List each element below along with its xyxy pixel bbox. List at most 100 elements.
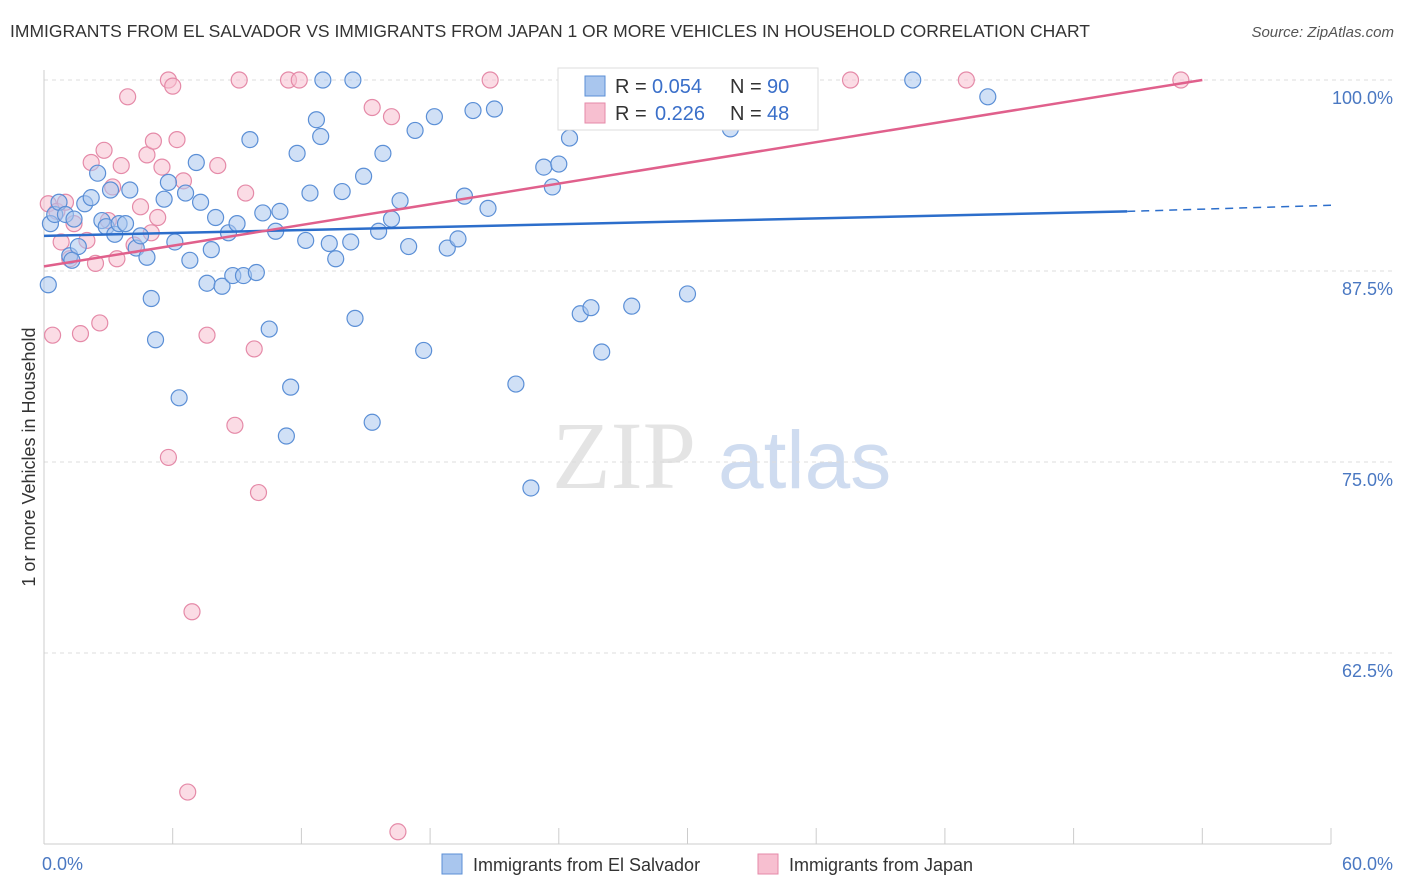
legend-r-label-1: R = xyxy=(615,76,647,98)
el-salvador-point-82 xyxy=(678,285,697,303)
el-salvador-point-29 xyxy=(191,193,210,211)
gridlines xyxy=(44,79,1395,654)
japan-point-16 xyxy=(112,156,130,175)
japan-point-23 xyxy=(153,158,171,176)
el-salvador-point-75 xyxy=(543,178,561,196)
series-legend: Immigrants from El Salvador Immigrants f… xyxy=(441,853,973,875)
y-tick-label-0: 62.5% xyxy=(1342,661,1393,681)
el-salvador-point-23 xyxy=(159,173,178,191)
japan-point-29 xyxy=(179,783,197,801)
el-salvador-point-85 xyxy=(904,71,922,89)
japan-point-20 xyxy=(138,146,156,164)
japan-point-3 xyxy=(52,233,70,251)
stats-legend: R = 0.054 N = 90 R = 0.226 N = 48 xyxy=(557,67,819,131)
watermark-zip: ZIP xyxy=(552,402,696,509)
el-salvador-point-38 xyxy=(241,130,259,149)
japan-point-42 xyxy=(159,448,178,467)
el-salvador-point-16 xyxy=(121,181,139,199)
legend-r-value-1: 0.054 xyxy=(652,76,702,98)
el-salvador-point-27 xyxy=(181,251,199,269)
japan-point-35 xyxy=(245,340,263,358)
chart-title: IMMIGRANTS FROM EL SALVADOR VS IMMIGRANT… xyxy=(10,21,1090,41)
el-salvador-point-36 xyxy=(228,215,246,233)
el-salvador-point-79 xyxy=(582,299,600,317)
el-salvador-point-32 xyxy=(207,208,225,227)
el-salvador-point-55 xyxy=(346,309,364,327)
el-salvador-point-62 xyxy=(400,237,418,256)
x-tick-label-min: 0.0% xyxy=(42,854,83,874)
legend-n-label-2: N = xyxy=(730,103,762,125)
el-salvador-point-41 xyxy=(260,320,278,338)
japan-point-34 xyxy=(237,184,255,202)
japan-point-30 xyxy=(198,326,216,344)
japan-point-26 xyxy=(168,130,186,149)
el-salvador-point-40 xyxy=(254,204,272,222)
series-legend-label-pink: Immigrants from Japan xyxy=(789,855,973,875)
el-salvador-point-28 xyxy=(187,153,205,172)
el-salvador-point-33 xyxy=(213,277,231,295)
el-salvador-point-57 xyxy=(363,413,381,431)
el-salvador-point-56 xyxy=(355,167,373,185)
el-salvador-point-20 xyxy=(142,289,160,308)
x-tick-label-max: 60.0% xyxy=(1342,854,1393,874)
el-salvador-point-21 xyxy=(146,331,165,349)
el-salvador-point-72 xyxy=(507,375,525,393)
el-salvador-point-86 xyxy=(344,71,362,89)
legend-r-value-2: 0.226 xyxy=(655,103,705,125)
y-axis-label: 1 or more Vehicles in Household xyxy=(19,327,39,586)
el-salvador-point-63 xyxy=(406,121,424,140)
japan-point-25 xyxy=(164,77,182,95)
source-label: Source: ZipAtlas.com xyxy=(1251,24,1394,41)
japan-point-1 xyxy=(43,326,62,344)
el-salvador-trend-line xyxy=(43,210,1128,238)
el-salvador-point-51 xyxy=(320,234,338,253)
el-salvador-point-26 xyxy=(176,184,195,202)
el-salvador-point-88 xyxy=(39,276,57,294)
y-tick-label-1: 75.0% xyxy=(1342,470,1393,490)
legend-swatch-pink xyxy=(584,102,606,124)
el-salvador-point-80 xyxy=(593,343,611,361)
x-tick-marks xyxy=(43,828,1332,844)
el-salvador-point-12 xyxy=(101,181,120,199)
el-salvador-point-52 xyxy=(327,250,345,268)
legend-n-value-1: 90 xyxy=(767,76,789,98)
el-salvador-point-59 xyxy=(374,144,392,162)
japan-point-7 xyxy=(71,325,90,343)
legend-n-label-1: N = xyxy=(730,76,762,98)
el-salvador-point-25 xyxy=(170,389,188,407)
el-salvador-point-54 xyxy=(342,233,360,251)
el-salvador-point-49 xyxy=(307,111,326,129)
el-salvador-point-84 xyxy=(979,88,997,106)
el-salvador-point-61 xyxy=(391,192,409,210)
trend-lines xyxy=(43,78,1332,268)
japan-point-43 xyxy=(481,71,499,89)
japan-point-44 xyxy=(841,71,860,89)
japan-point-41 xyxy=(389,823,407,841)
el-salvador-point-44 xyxy=(277,427,295,445)
legend-r-label-2: R = xyxy=(615,103,647,125)
el-salvador-point-31 xyxy=(202,241,220,259)
el-salvador-point-81 xyxy=(623,297,641,315)
el-salvador-point-71 xyxy=(485,100,504,118)
el-salvador-point-50 xyxy=(312,127,330,146)
japan-point-39 xyxy=(363,98,381,117)
japan-point-45 xyxy=(957,71,975,89)
japan-point-22 xyxy=(149,208,167,227)
el-salvador-point-45 xyxy=(282,378,300,396)
japan-point-11 xyxy=(91,314,109,332)
y-tick-label-2: 87.5% xyxy=(1342,279,1393,299)
el-salvador-point-87 xyxy=(314,71,332,89)
el-salvador-point-68 xyxy=(455,187,474,205)
japan-point-38 xyxy=(290,71,308,89)
japan-point-40 xyxy=(382,108,401,126)
y-tick-label-3: 100.0% xyxy=(1332,88,1393,108)
japan-trend-line xyxy=(43,78,1203,268)
japan-point-21 xyxy=(144,132,162,150)
el-salvador-point-24 xyxy=(166,233,184,251)
el-salvador-point-18 xyxy=(131,227,150,245)
el-salvador-point-64 xyxy=(415,341,433,360)
japan-point-33 xyxy=(230,71,248,89)
el-salvador-point-58 xyxy=(370,222,388,240)
watermark-atlas: atlas xyxy=(718,415,891,506)
